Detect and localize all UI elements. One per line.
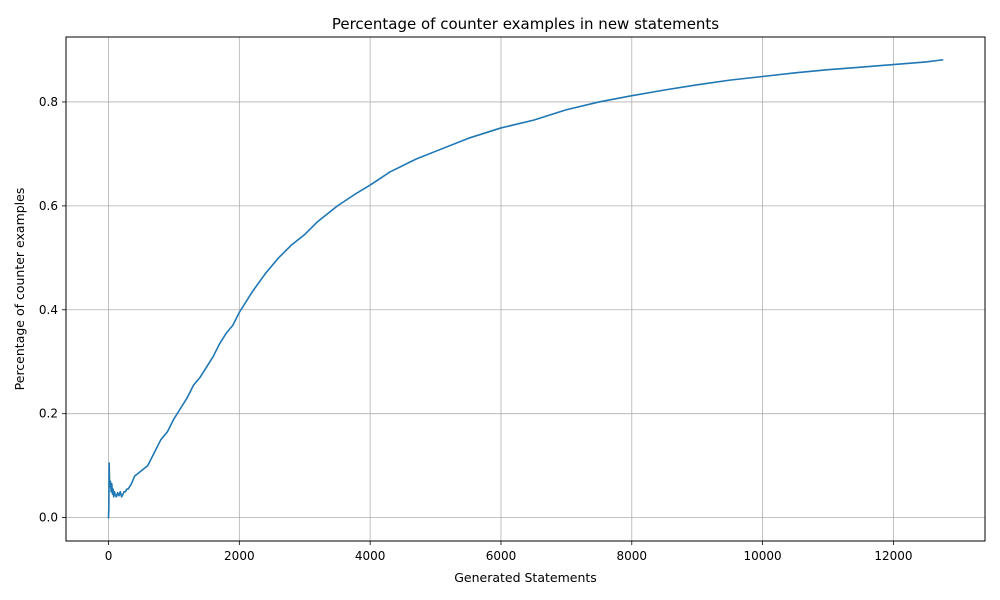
x-axis-label: Generated Statements: [454, 570, 597, 585]
chart-title: Percentage of counter examples in new st…: [332, 15, 719, 33]
y-tick-label: 0.0: [39, 511, 58, 525]
y-tick-label: 0.2: [39, 407, 58, 421]
series-line: [107, 58, 944, 519]
x-tick-label: 2000: [224, 549, 255, 563]
y-tick-label: 0.4: [39, 303, 58, 317]
y-tick-label: 0.8: [39, 95, 58, 109]
y-axis-label: Percentage of counter examples: [12, 188, 27, 391]
plot-frame: [65, 36, 986, 542]
x-tick-label: 4000: [355, 549, 386, 563]
x-tick-label: 12000: [874, 549, 912, 563]
x-tick-label: 10000: [744, 549, 782, 563]
data-series: [107, 58, 944, 519]
x-tick-label: 6000: [486, 549, 517, 563]
x-tick-label: 0: [105, 549, 113, 563]
axis-ticks: 0 2000 4000 6000 8000 10000 12000 0.0 0.2 0.4 0.6 0…: [39, 95, 913, 563]
y-tick-label: 0.6: [39, 199, 58, 213]
grid-lines: [66, 37, 985, 541]
x-tick-label: 8000: [617, 549, 648, 563]
